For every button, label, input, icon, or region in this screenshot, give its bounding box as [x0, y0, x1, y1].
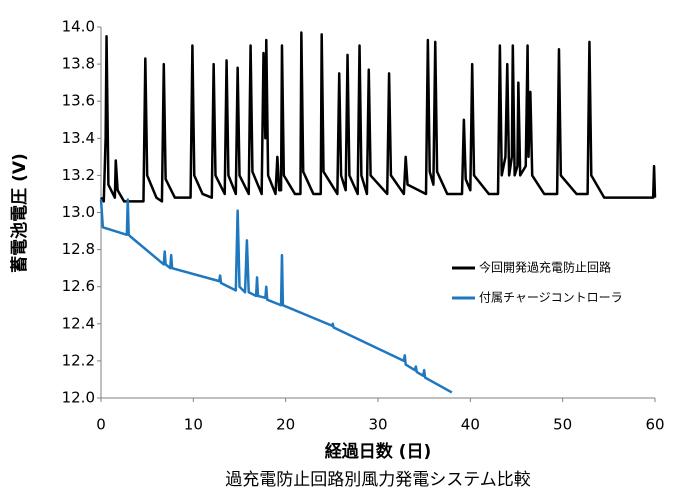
y-tick-label: 12.8	[62, 240, 95, 258]
y-tick-label: 13.2	[62, 166, 95, 184]
x-tick-label: 0	[96, 416, 106, 434]
x-tick-label: 40	[461, 416, 480, 434]
x-axis-label: 経過日数 (日)	[325, 441, 431, 462]
x-tick-label: 10	[184, 416, 203, 434]
y-tick-label: 13.4	[62, 129, 95, 147]
y-tick-label: 13.0	[62, 203, 95, 221]
chart-title: 過充電防止回路別風力発電システム比較	[225, 470, 531, 490]
y-tick-label: 14.0	[62, 18, 95, 36]
y-tick-label: 13.6	[62, 92, 95, 110]
y-tick-label: 12.6	[62, 277, 95, 295]
y-tick-label: 12.2	[62, 351, 95, 369]
x-tick-label: 60	[645, 416, 664, 434]
y-tick-label: 12.4	[62, 314, 95, 332]
y-tick-label: 12.0	[62, 389, 95, 407]
x-tick-label: 30	[368, 416, 387, 434]
x-tick-label: 20	[276, 416, 295, 434]
legend-label: 今回開発過充電防止回路	[479, 260, 611, 275]
series-line	[99, 198, 453, 394]
y-tick-label: 13.8	[62, 55, 95, 73]
y-axis-label: 蓄電池電圧 (V)	[9, 153, 30, 273]
legend-label: 付属チャージコントローラ	[479, 291, 623, 305]
series-line	[99, 31, 657, 203]
x-tick-label: 50	[553, 416, 572, 434]
